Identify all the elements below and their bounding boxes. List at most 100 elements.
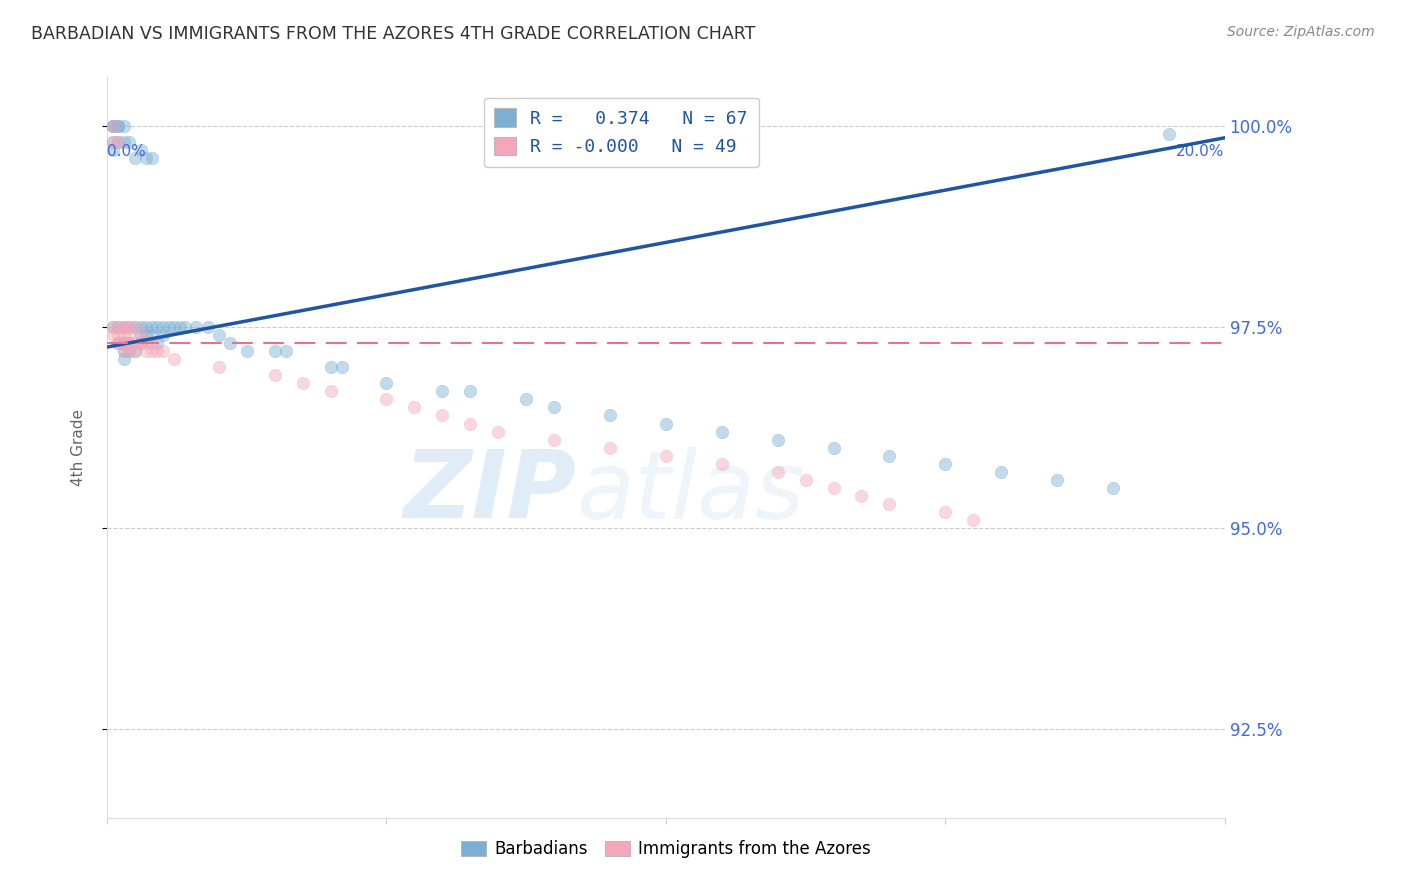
Point bbox=[129, 320, 152, 334]
Point bbox=[112, 336, 135, 351]
Point bbox=[710, 457, 733, 471]
Point bbox=[141, 344, 163, 359]
Point bbox=[197, 320, 219, 334]
Point bbox=[169, 320, 191, 334]
Point bbox=[934, 457, 956, 471]
Point bbox=[118, 336, 141, 351]
Point bbox=[319, 360, 342, 375]
Point bbox=[152, 344, 174, 359]
Point bbox=[112, 344, 135, 359]
Point bbox=[208, 328, 231, 343]
Point bbox=[112, 344, 135, 359]
Point bbox=[157, 320, 180, 334]
Point bbox=[101, 119, 124, 133]
Point bbox=[124, 320, 146, 334]
Point bbox=[375, 376, 398, 391]
Point bbox=[1046, 473, 1069, 487]
Point bbox=[118, 135, 141, 149]
Point bbox=[174, 320, 197, 334]
Point bbox=[112, 135, 135, 149]
Point bbox=[118, 320, 141, 334]
Point bbox=[118, 336, 141, 351]
Point bbox=[236, 344, 259, 359]
Point bbox=[432, 384, 454, 399]
Point bbox=[129, 328, 152, 343]
Point bbox=[124, 336, 146, 351]
Legend: R =   0.374   N = 67, R = -0.000   N = 49: R = 0.374 N = 67, R = -0.000 N = 49 bbox=[484, 97, 759, 167]
Point bbox=[101, 135, 124, 149]
Point bbox=[543, 401, 565, 415]
Point bbox=[823, 441, 845, 455]
Point bbox=[543, 433, 565, 447]
Point bbox=[515, 392, 537, 407]
Point bbox=[112, 352, 135, 367]
Point bbox=[135, 320, 157, 334]
Point bbox=[879, 497, 901, 511]
Point bbox=[655, 449, 678, 463]
Point bbox=[152, 328, 174, 343]
Point bbox=[129, 143, 152, 157]
Point bbox=[599, 441, 621, 455]
Point bbox=[135, 328, 157, 343]
Point bbox=[823, 481, 845, 495]
Point bbox=[375, 392, 398, 407]
Point bbox=[794, 473, 817, 487]
Point bbox=[291, 376, 314, 391]
Point bbox=[101, 320, 124, 334]
Point bbox=[460, 417, 482, 431]
Point bbox=[124, 344, 146, 359]
Point bbox=[107, 328, 129, 343]
Point bbox=[990, 465, 1012, 479]
Point bbox=[766, 465, 789, 479]
Point bbox=[163, 320, 186, 334]
Point bbox=[141, 336, 163, 351]
Point bbox=[101, 320, 124, 334]
Point bbox=[263, 368, 285, 383]
Point bbox=[219, 336, 242, 351]
Y-axis label: 4th Grade: 4th Grade bbox=[72, 409, 86, 486]
Point bbox=[101, 143, 124, 157]
Point bbox=[1157, 127, 1180, 141]
Point bbox=[107, 119, 129, 133]
Text: ZIP: ZIP bbox=[404, 446, 576, 538]
Text: atlas: atlas bbox=[576, 447, 804, 538]
Point bbox=[186, 320, 208, 334]
Point bbox=[141, 328, 163, 343]
Point bbox=[124, 151, 146, 165]
Text: Source: ZipAtlas.com: Source: ZipAtlas.com bbox=[1227, 25, 1375, 39]
Point bbox=[851, 489, 873, 503]
Point bbox=[962, 513, 984, 527]
Point bbox=[141, 320, 163, 334]
Point bbox=[129, 328, 152, 343]
Point bbox=[112, 119, 135, 133]
Text: BARBADIAN VS IMMIGRANTS FROM THE AZORES 4TH GRADE CORRELATION CHART: BARBADIAN VS IMMIGRANTS FROM THE AZORES … bbox=[31, 25, 755, 43]
Point bbox=[124, 344, 146, 359]
Text: 0.0%: 0.0% bbox=[107, 145, 146, 159]
Point bbox=[263, 344, 285, 359]
Point bbox=[460, 384, 482, 399]
Point bbox=[1102, 481, 1125, 495]
Point bbox=[319, 384, 342, 399]
Point bbox=[118, 328, 141, 343]
Point bbox=[432, 409, 454, 423]
Point bbox=[274, 344, 297, 359]
Point bbox=[107, 135, 129, 149]
Point bbox=[710, 425, 733, 439]
Point bbox=[101, 119, 124, 133]
Point bbox=[107, 336, 129, 351]
Point bbox=[118, 320, 141, 334]
Point bbox=[599, 409, 621, 423]
Point bbox=[101, 119, 124, 133]
Point bbox=[129, 336, 152, 351]
Point bbox=[163, 352, 186, 367]
Point bbox=[135, 336, 157, 351]
Point bbox=[118, 344, 141, 359]
Point bbox=[107, 336, 129, 351]
Point bbox=[112, 320, 135, 334]
Point bbox=[141, 151, 163, 165]
Point bbox=[101, 328, 124, 343]
Point bbox=[934, 505, 956, 519]
Point bbox=[129, 336, 152, 351]
Point bbox=[118, 344, 141, 359]
Point bbox=[101, 119, 124, 133]
